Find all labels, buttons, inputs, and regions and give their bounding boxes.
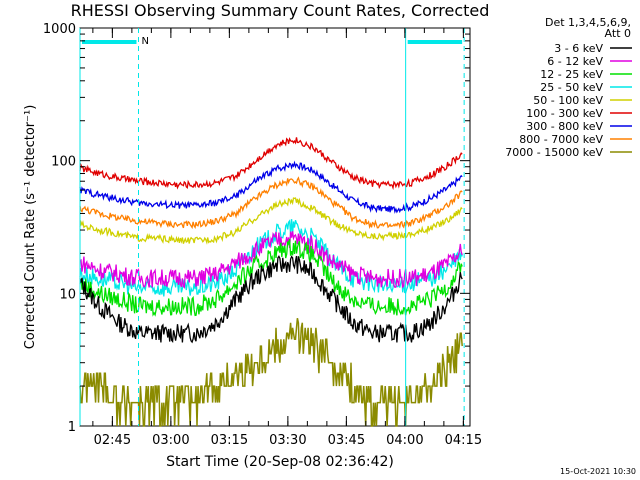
axis-layer: 1 10 100 1000 02:45 03:00 03:15 03:30 03:45 04:00… <box>43 22 482 448</box>
legend-header-line-1: Det 1,3,4,5,6,9, <box>545 16 631 29</box>
legend-entry-label: 6 - 12 keV <box>547 55 603 68</box>
legend-header-line-2: Att 0 <box>605 27 631 40</box>
series-line <box>79 197 463 245</box>
legend-entry-label: 50 - 100 keV <box>533 94 603 107</box>
x-tick-label: 03:45 <box>328 433 365 448</box>
series-line <box>79 318 463 427</box>
flag-bar <box>82 40 137 44</box>
y-tick-label: 1000 <box>43 22 76 37</box>
footer-timestamp: 15-Oct-2021 10:30 <box>560 467 636 476</box>
legend-entry-label: 25 - 50 keV <box>540 81 603 94</box>
series-line <box>79 136 463 191</box>
chart-title: RHESSI Observing Summary Count Rates, Co… <box>71 1 490 20</box>
x-axis-label: Start Time (20-Sep-08 02:36:42) <box>166 454 394 470</box>
y-axis-label: Corrected Count Rate (s⁻¹ detector⁻¹) <box>23 105 38 350</box>
y-tick-label: 1 <box>68 420 76 435</box>
y-tick-label: 100 <box>51 155 76 170</box>
legend-entry-label: 800 - 7000 keV <box>519 133 603 146</box>
legend-entry-label: 100 - 300 keV <box>526 107 603 120</box>
legend-entry-label: 300 - 800 keV <box>526 120 603 133</box>
flag-label: N <box>142 36 149 47</box>
annotation-layer: N <box>79 28 465 426</box>
legend-entry-label: 3 - 6 keV <box>554 42 603 55</box>
y-tick-label: 10 <box>59 287 76 302</box>
legend-entry-label: 7000 - 15000 keV <box>505 146 603 159</box>
legend-entry-label: 12 - 25 keV <box>540 68 603 81</box>
x-tick-label: 03:15 <box>211 433 248 448</box>
flag-bar <box>407 40 463 44</box>
series-line <box>79 231 463 289</box>
series-line <box>79 176 463 230</box>
series-line <box>79 238 463 317</box>
x-tick-label: 04:15 <box>445 433 482 448</box>
series-line <box>79 160 463 214</box>
x-tick-label: 02:45 <box>94 433 131 448</box>
x-tick-label: 04:00 <box>386 433 423 448</box>
x-tick-label: 03:30 <box>269 433 306 448</box>
x-tick-label: 03:00 <box>152 433 189 448</box>
series-layer <box>79 136 463 427</box>
series-line <box>79 255 463 344</box>
